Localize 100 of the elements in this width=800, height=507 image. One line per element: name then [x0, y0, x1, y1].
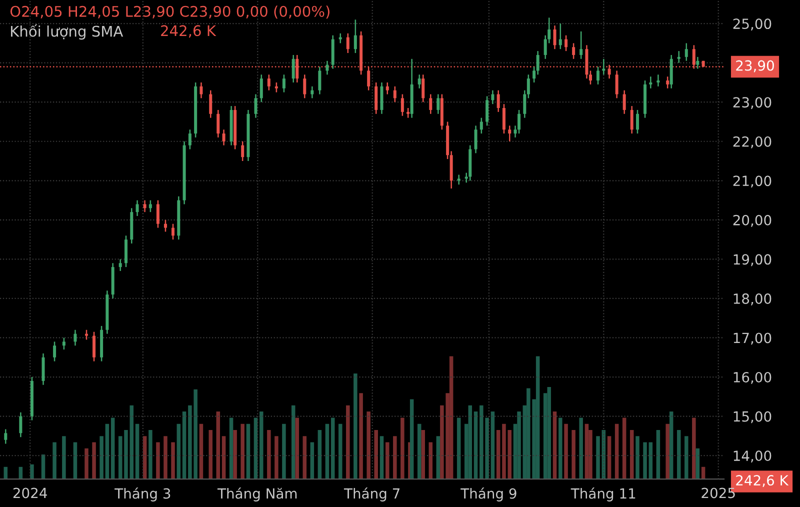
x-tick-label: Tháng Năm: [217, 487, 297, 502]
y-tick-label: 25,00: [733, 18, 772, 30]
bar: [274, 436, 278, 480]
candlestick: [400, 94, 404, 116]
bar: [325, 424, 330, 480]
ref-line-label: 23,90: [736, 60, 774, 72]
candlestick: [649, 76, 652, 89]
bar: [380, 436, 384, 480]
y-tick-label: 18,00: [734, 293, 772, 306]
candlestick: [553, 24, 556, 50]
candlestick: [164, 219, 167, 232]
candlestick: [188, 128, 192, 150]
y-tick-label: 17,00: [734, 332, 772, 345]
bar: [468, 405, 472, 480]
bar: [579, 418, 583, 480]
bar: [302, 436, 307, 480]
candlestick: [429, 94, 432, 115]
candlestick: [260, 74, 263, 103]
bar: [222, 436, 226, 480]
candlestick: [338, 32, 342, 44]
candlestick: [666, 76, 670, 89]
candlestick: [622, 90, 626, 115]
y-tick-label: 15,00: [734, 411, 772, 424]
bar: [62, 436, 66, 480]
candlestick: [457, 174, 460, 186]
x-tick-label: Tháng 7: [344, 487, 400, 502]
candlestick: [393, 86, 396, 103]
candlestick: [74, 329, 77, 346]
candlestick: [143, 200, 146, 213]
y-tick-label: 14,00: [734, 450, 772, 462]
bar: [630, 430, 634, 480]
bar: [400, 418, 404, 480]
candlestick: [422, 74, 425, 103]
candlestick: [677, 50, 680, 64]
bar: [246, 424, 250, 480]
bar: [208, 430, 212, 480]
bar: [354, 373, 358, 480]
bar: [622, 418, 626, 480]
bar: [474, 412, 478, 480]
candlestick: [282, 74, 286, 93]
bar: [596, 436, 600, 480]
x-tick-label: Tháng 9: [460, 487, 516, 502]
candlestick: [684, 42, 688, 62]
bar: [176, 424, 181, 480]
bar: [73, 442, 78, 480]
y-tick-label: 23,00: [733, 97, 772, 109]
bar: [338, 424, 342, 480]
bar: [374, 430, 378, 480]
candlestick: [209, 90, 212, 118]
bar: [410, 399, 414, 480]
bar: [552, 412, 557, 480]
candlestick: [602, 58, 606, 76]
bar: [199, 424, 204, 480]
y-tick-label: 20,00: [733, 214, 772, 227]
bar: [428, 442, 433, 480]
candlestick: [480, 117, 483, 134]
bar: [558, 418, 562, 480]
candlestick: [42, 352, 45, 386]
candlestick: [486, 96, 489, 126]
bar: [393, 436, 397, 480]
candlestick: [636, 109, 639, 134]
x-tick-label: 2025: [702, 488, 735, 498]
candlestick: [696, 56, 700, 70]
bar: [490, 412, 495, 480]
bar: [295, 418, 300, 480]
x-tick-label: 2024: [13, 488, 47, 498]
bar: [182, 412, 186, 480]
text: 242,6 K: [736, 475, 789, 487]
x-tick-label: Tháng 3: [114, 487, 170, 502]
bar: [164, 436, 168, 480]
x-tick-label: Tháng 11: [570, 487, 636, 502]
y-tick-label: 19,00: [734, 254, 772, 266]
bar: [30, 464, 34, 480]
candlestick: [474, 125, 478, 154]
candlestick: [491, 90, 494, 105]
bar: [584, 424, 589, 480]
bar: [267, 430, 271, 480]
candlestick: [4, 428, 8, 444]
bar: [572, 430, 576, 480]
candlestick: [216, 109, 220, 138]
bar: [233, 430, 237, 480]
candlestick: [172, 223, 175, 240]
bar: [607, 436, 612, 480]
candlestick: [346, 32, 350, 54]
bar: [666, 424, 670, 480]
candlestick: [92, 331, 96, 362]
bar: [696, 448, 700, 480]
candlestick: [558, 22, 562, 50]
candlestick: [200, 82, 203, 99]
bar: [135, 424, 140, 480]
candlestick: [386, 82, 389, 95]
bar: [386, 442, 390, 480]
bar: [240, 424, 244, 480]
candlestick: [406, 107, 410, 118]
candlestick: [380, 82, 384, 115]
candlestick: [580, 30, 583, 60]
candlestick: [518, 109, 521, 134]
candlestick: [267, 74, 270, 91]
annotation: O24,05 H24,05 L23,90 C23,90 0,00 (0,00%): [10, 6, 330, 19]
candlestick: [274, 82, 278, 93]
